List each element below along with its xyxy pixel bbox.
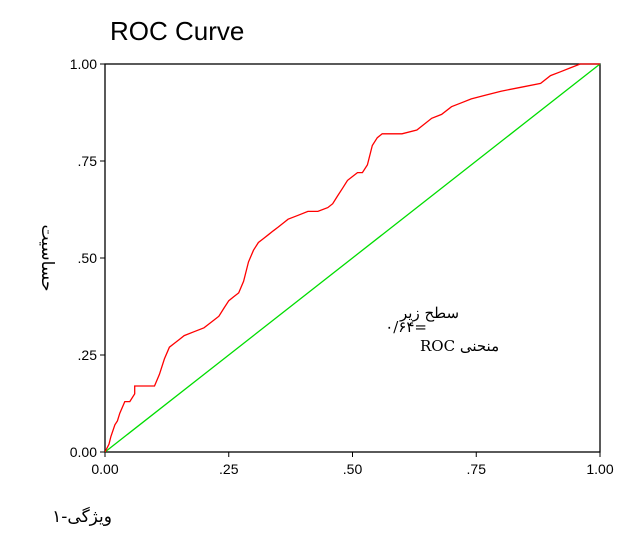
chart-title: ROC Curve (110, 16, 244, 46)
y-tick-label: .25 (78, 347, 98, 363)
x-axis-label: ویژگی-۱ (52, 506, 112, 527)
annotation-value: =۰/۶۴ (385, 318, 427, 336)
x-tick-label: 0.00 (91, 461, 118, 477)
x-tick-label: .75 (467, 461, 487, 477)
y-tick-label: 1.00 (70, 56, 97, 72)
x-tick-label: .50 (343, 461, 363, 477)
x-tick-label: 1.00 (586, 461, 613, 477)
y-axis-label: حساسیت (37, 225, 57, 292)
annotation-line2: منحنی ROC (420, 337, 499, 355)
roc-curve-line (104, 63, 600, 453)
tick-layer: 0.00 .25 .50 .75 1.00 0.00 .25 .50 .75 1.00 (70, 56, 614, 477)
reference-diagonal-line (104, 63, 601, 453)
series-layer (104, 63, 601, 453)
x-tick-label: .25 (219, 461, 239, 477)
y-tick-label: .75 (78, 153, 98, 169)
y-tick-label: .50 (78, 250, 98, 266)
annotation-line1: سطح زیر (399, 304, 459, 322)
y-tick-label: 0.00 (70, 444, 97, 460)
